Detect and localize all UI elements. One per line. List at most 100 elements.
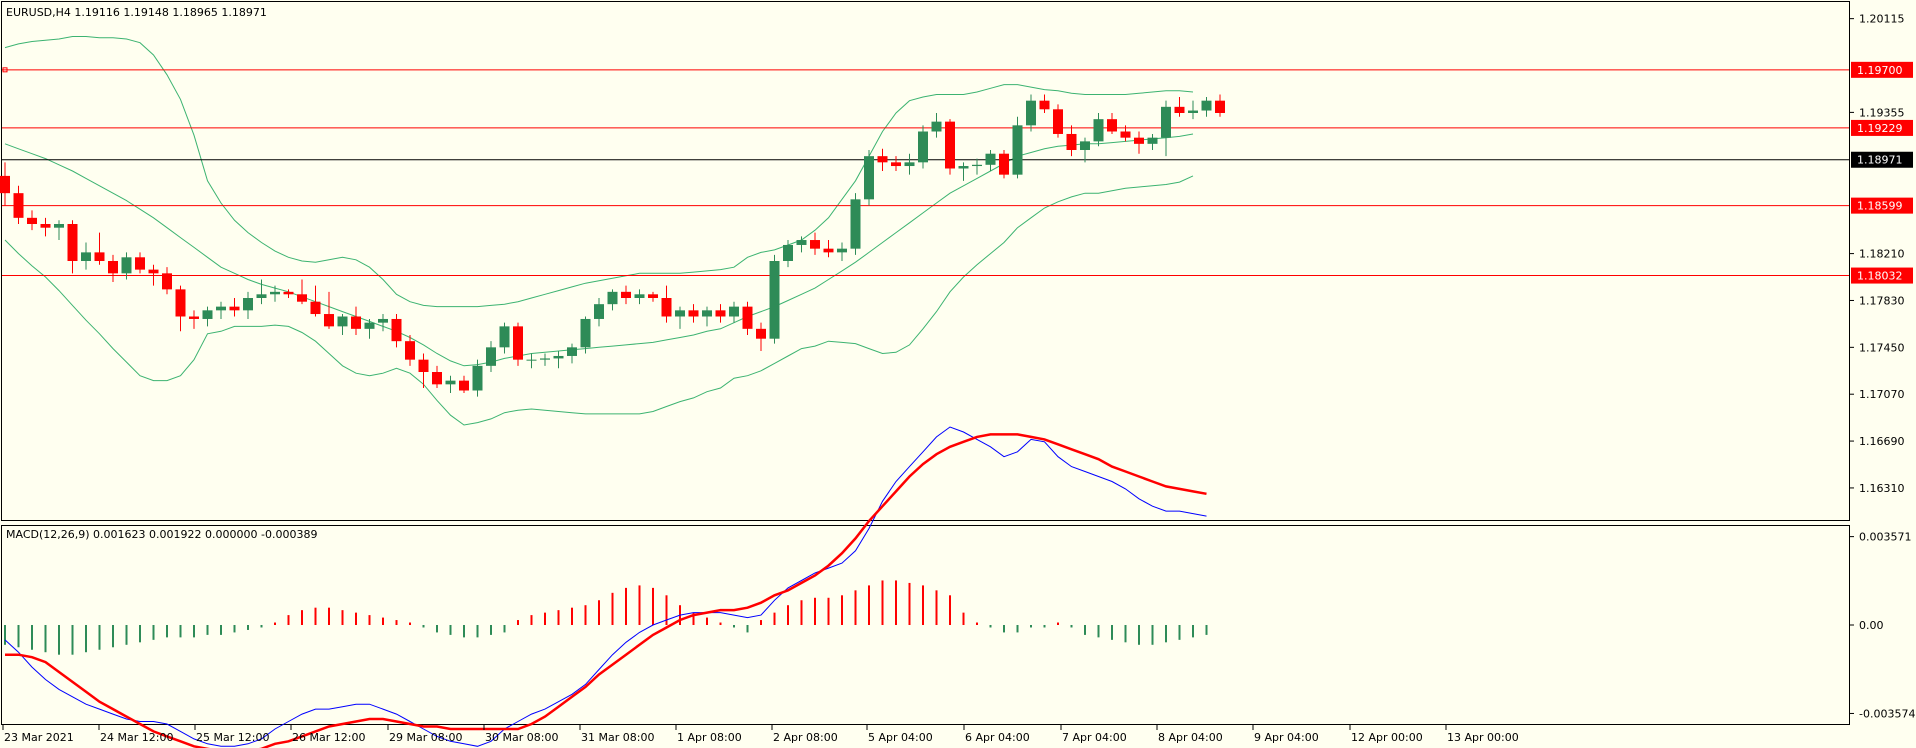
- candle-body: [715, 310, 726, 317]
- x-tick-label: 12 Apr 00:00: [1351, 731, 1423, 744]
- price-y-tick-label: 1.16690: [1859, 435, 1905, 448]
- x-tick-label: 31 Mar 08:00: [581, 731, 654, 744]
- x-tick-label: 25 Mar 12:00: [196, 731, 269, 744]
- x-tick-label: 30 Mar 08:00: [485, 731, 558, 744]
- candle-body: [472, 365, 483, 391]
- candle-body: [1134, 137, 1144, 144]
- price-y-tick-label: 1.16310: [1859, 482, 1905, 495]
- candle-body: [904, 162, 915, 167]
- candle-body: [688, 310, 699, 317]
- candle-body: [513, 326, 523, 360]
- candle-body: [742, 306, 753, 329]
- price-level-tag: [1851, 197, 1913, 214]
- candle-body: [931, 121, 942, 132]
- candle-body: [553, 355, 564, 359]
- candle-body: [648, 294, 658, 298]
- candle-body: [121, 257, 132, 274]
- candle-body: [1201, 100, 1212, 111]
- candle-body: [351, 316, 361, 329]
- candle-body: [108, 261, 118, 274]
- candle-body: [486, 347, 496, 366]
- candle-body: [283, 291, 294, 295]
- x-tick-label: 1 Apr 08:00: [677, 731, 742, 744]
- price-info-label: EURUSD,H4 1.19116 1.19148 1.18965 1.1897…: [6, 6, 267, 19]
- candle-body: [391, 318, 402, 342]
- x-tick-label: 7 Apr 04:00: [1062, 731, 1127, 744]
- candle-body: [445, 380, 456, 385]
- candle-body: [418, 359, 429, 372]
- candle-body: [540, 358, 550, 360]
- candle-body: [675, 310, 685, 317]
- line-anchor-marker[interactable]: [2, 67, 8, 73]
- candle-body: [0, 175, 10, 194]
- candle-body: [729, 306, 739, 317]
- candle-body: [945, 121, 955, 169]
- x-tick-label: 2 Apr 08:00: [773, 731, 838, 744]
- candle-body: [1174, 106, 1185, 113]
- price-y-tick-label: 1.17070: [1859, 388, 1905, 401]
- candle-body: [1026, 100, 1036, 126]
- candle-body: [769, 261, 780, 339]
- price-level-label: 1.19700: [1857, 64, 1903, 77]
- candle-body: [432, 372, 442, 385]
- candle-body: [1012, 125, 1023, 175]
- candle-body: [256, 294, 267, 298]
- candle-body: [81, 252, 91, 261]
- x-tick-label: 23 Mar 2021: [4, 731, 74, 744]
- candle-body: [1039, 100, 1050, 110]
- candle-body: [499, 326, 510, 348]
- x-tick-label: 9 Apr 04:00: [1254, 731, 1319, 744]
- price-level-tag: [1851, 151, 1913, 168]
- candle-body: [999, 153, 1009, 175]
- price-level-label: 1.18032: [1857, 270, 1903, 283]
- x-tick-label: 29 Mar 08:00: [389, 731, 462, 744]
- candle-body: [1161, 106, 1171, 138]
- candle-body: [324, 314, 334, 327]
- candle-body: [1080, 141, 1090, 150]
- x-tick-label: 5 Apr 04:00: [868, 731, 933, 744]
- candle-body: [310, 301, 321, 315]
- x-tick-label: 26 Mar 12:00: [292, 731, 365, 744]
- candle-body: [1053, 109, 1063, 134]
- candle-body: [1188, 110, 1198, 113]
- candle-body: [877, 156, 888, 163]
- price-level-label: 1.19229: [1857, 122, 1903, 135]
- candle-body: [985, 153, 996, 165]
- candle-body: [634, 294, 645, 298]
- price-panel[interactable]: [0, 36, 1849, 426]
- candle-body: [459, 380, 469, 391]
- candle-body: [796, 240, 807, 245]
- candle-body: [94, 252, 105, 261]
- axes: 1.20115 1.19355 1.18210 1.17830 1.17450 1.170…: [2, 13, 1915, 744]
- candle-body: [216, 306, 226, 311]
- candle-body: [918, 131, 928, 163]
- candle-body: [148, 269, 159, 274]
- candle-body: [202, 310, 213, 319]
- candle-body: [27, 217, 37, 224]
- candle-body: [837, 248, 847, 253]
- candle-body: [891, 162, 901, 167]
- candle-body: [243, 298, 253, 311]
- candle-body: [1215, 100, 1225, 113]
- price-panel-frame: [1, 1, 1850, 521]
- price-y-tick-label: 1.17830: [1859, 294, 1905, 307]
- candle-body: [175, 289, 186, 317]
- candle-body: [810, 240, 820, 249]
- candle-body: [1066, 133, 1077, 150]
- candle-body: [1093, 119, 1104, 142]
- candle-body: [364, 322, 375, 329]
- candle-body: [607, 291, 618, 305]
- candle-body: [526, 359, 537, 361]
- candle-body: [189, 316, 199, 319]
- price-y-tick-label: 1.19355: [1859, 106, 1905, 119]
- macd-y-tick-label: 0.003571: [1859, 531, 1912, 544]
- price-level-tag: [1851, 119, 1913, 136]
- macd-panel[interactable]: [4, 426, 1208, 748]
- candle-body: [270, 291, 280, 295]
- candle-body: [54, 224, 64, 228]
- bollinger-lower-line: [4, 175, 1194, 426]
- candle-body: [702, 310, 712, 317]
- candle-body: [594, 304, 604, 319]
- candle-body: [823, 248, 834, 253]
